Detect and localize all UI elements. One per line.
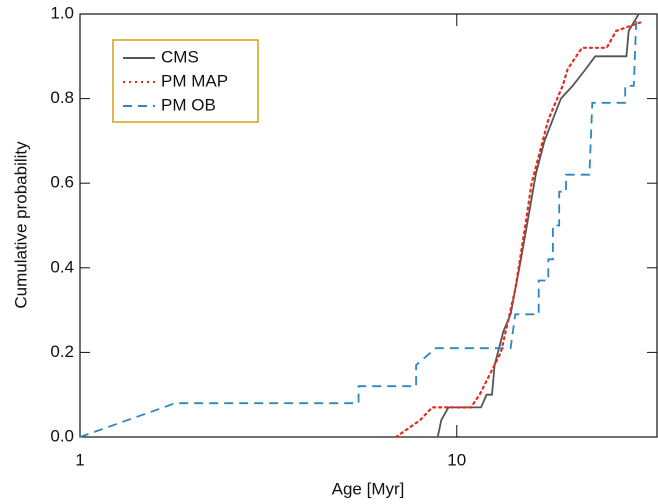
- legend-label: PM OB: [161, 95, 216, 114]
- y-tick-label: 0.4: [50, 257, 74, 276]
- x-tick-label: 10: [447, 450, 466, 469]
- x-tick-label: 1: [75, 450, 84, 469]
- y-tick-label: 0.6: [50, 173, 74, 192]
- y-tick-label: 0.8: [50, 88, 74, 107]
- series-line: [394, 21, 642, 439]
- y-tick-label: 1.0: [50, 3, 74, 22]
- plot-frame: [79, 13, 658, 438]
- series-line: [436, 13, 640, 438]
- legend-label: CMS: [161, 47, 199, 66]
- y-tick-label: 0.2: [50, 342, 74, 361]
- y-axis-label: Cumulative probability: [11, 141, 30, 309]
- y-tick-label: 0.0: [50, 426, 74, 445]
- legend-label: PM MAP: [161, 71, 228, 90]
- series-line: [79, 13, 638, 438]
- legend-box: [112, 39, 259, 123]
- x-axis-label: Age [Myr]: [332, 479, 405, 498]
